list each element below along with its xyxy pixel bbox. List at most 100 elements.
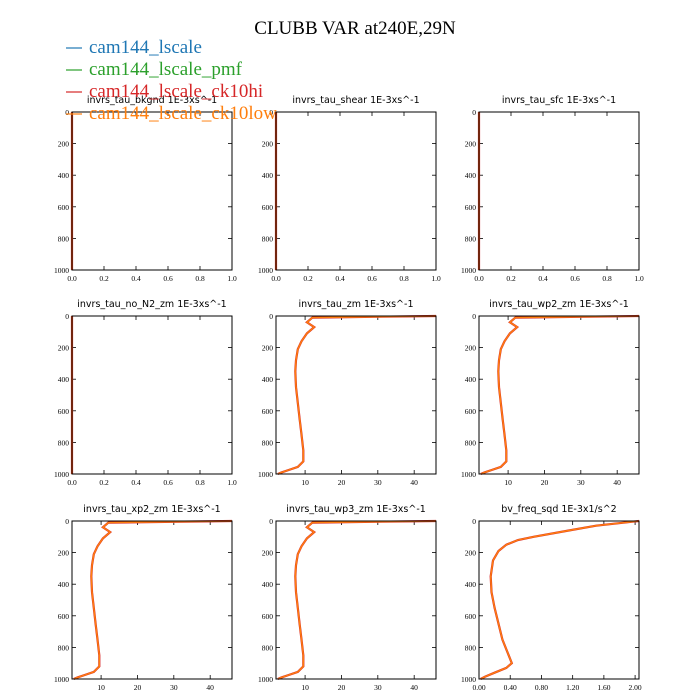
x-tick-label: 10 [301, 478, 309, 487]
x-tick-label: 1.0 [227, 274, 237, 283]
panel-7: invrs_tau_xp2_zm 1E-3xs^-110 20 30 40020040… [54, 504, 233, 692]
y-tick-label: 1000 [54, 470, 69, 479]
panel-frame [478, 520, 640, 680]
x-tick-label: 0.0 [474, 274, 484, 283]
panel-frame [275, 315, 437, 475]
panel-8: invrs_tau_wp3_zm 1E-3xs^-110 20 30 40020040… [258, 504, 437, 692]
x-tick-label: 0.0 [67, 274, 77, 283]
y-tick-label: 400 [465, 171, 477, 180]
y-tick-label: 200 [58, 549, 70, 558]
x-tick-label: 10 [97, 683, 105, 692]
y-tick-label: 800 [465, 643, 477, 652]
y-tick-label: 800 [262, 643, 274, 652]
y-tick-label: 0 [472, 517, 476, 526]
panel-frame [478, 315, 640, 475]
panel-title: invrs_tau_bkgnd 1E-3xs^-1 [87, 95, 217, 106]
y-tick-label: 600 [58, 203, 70, 212]
x-tick-label: 40 [613, 478, 621, 487]
series-line-underlay [480, 519, 640, 680]
panel-frame [71, 520, 233, 680]
y-tick-label: 400 [465, 375, 477, 384]
x-tick-label: 30 [170, 683, 178, 692]
y-tick-label: 1000 [461, 675, 476, 684]
panel-title: invrs_tau_wp3_zm 1E-3xs^-1 [286, 504, 426, 515]
y-tick-label: 400 [262, 375, 274, 384]
series-line-underlay [277, 314, 437, 476]
x-tick-label: 1.0 [634, 274, 644, 283]
y-tick-label: 400 [58, 375, 70, 384]
x-tick-label: 1.0 [227, 478, 237, 487]
panel-1: invrs_tau_bkgnd 1E-3xs^-1 0.0 0.2 0.4 0.6 0.8… [54, 95, 237, 283]
x-tick-label: 0.0 [67, 478, 77, 487]
y-tick-label: 1000 [54, 675, 69, 684]
y-tick-label: 800 [58, 643, 70, 652]
x-tick-label: 20 [338, 478, 346, 487]
y-tick-label: 800 [465, 438, 477, 447]
series-line [277, 315, 437, 475]
panel-frame [275, 111, 437, 271]
y-tick-label: 1000 [258, 675, 273, 684]
y-tick-label: 200 [262, 140, 274, 149]
y-tick-label: 800 [58, 438, 70, 447]
y-tick-label: 600 [465, 407, 477, 416]
panel-9: bv_freq_sqd 1E-3x1/s^2 0.00 0.40 0.80 1.20 1.… [461, 504, 642, 692]
panel-grid: invrs_tau_bkgnd 1E-3xs^-1 0.0 0.2 0.4 0.6 0.8… [54, 95, 644, 692]
series-line [480, 520, 640, 680]
x-tick-label: 0.8 [195, 478, 205, 487]
y-tick-label: 600 [465, 203, 477, 212]
x-tick-label: 10 [301, 683, 309, 692]
x-tick-label: 0.4 [335, 274, 345, 283]
x-tick-label: 1.0 [431, 274, 441, 283]
figure-title: CLUBB VAR at240E,29N [254, 18, 456, 39]
x-tick-label: 0.8 [399, 274, 409, 283]
x-tick-label: 0.2 [506, 274, 516, 283]
x-tick-label: 0.6 [570, 274, 580, 283]
panel-title: invrs_tau_xp2_zm 1E-3xs^-1 [83, 504, 220, 515]
panel-frame [71, 315, 233, 475]
x-tick-label: 40 [410, 683, 418, 692]
y-tick-label: 200 [465, 140, 477, 149]
x-tick-label: 0.6 [163, 274, 173, 283]
panel-frame [478, 111, 640, 271]
series-line-underlay [73, 519, 233, 681]
x-tick-label: 0.6 [163, 478, 173, 487]
panel-3: invrs_tau_sfc 1E-3xs^-1 0.0 0.2 0.4 0.6 0.8 1.… [461, 95, 644, 283]
x-tick-label: 1.20 [566, 683, 579, 692]
x-tick-label: 0.4 [538, 274, 548, 283]
series-line [277, 520, 437, 680]
panel-2: invrs_tau_shear 1E-3xs^-1 0.0 0.2 0.4 0.6 0.8… [258, 95, 441, 283]
x-tick-label: 30 [374, 478, 382, 487]
panel-frame [275, 520, 437, 680]
legend-entry: cam144_lscale [89, 37, 202, 58]
x-tick-label: 10 [504, 478, 512, 487]
y-tick-label: 800 [262, 438, 274, 447]
panel-title: invrs_tau_zm 1E-3xs^-1 [299, 299, 414, 310]
panel-6: invrs_tau_wp2_zm 1E-3xs^-110 20 30 40020040… [461, 299, 640, 487]
y-tick-label: 0 [472, 108, 476, 117]
x-tick-label: 0.00 [472, 683, 485, 692]
y-tick-label: 400 [262, 171, 274, 180]
y-tick-label: 0 [65, 517, 69, 526]
y-tick-label: 600 [465, 612, 477, 621]
y-tick-label: 0 [269, 108, 273, 117]
panel-5: invrs_tau_zm 1E-3xs^-110 20 30 400200400600… [258, 299, 437, 487]
panel-title: invrs_tau_shear 1E-3xs^-1 [292, 95, 419, 106]
x-tick-label: 30 [374, 683, 382, 692]
panel-frame [71, 111, 233, 271]
y-tick-label: 800 [465, 234, 477, 243]
y-tick-label: 800 [262, 234, 274, 243]
panel-title: invrs_tau_no_N2_zm 1E-3xs^-1 [77, 299, 226, 310]
x-tick-label: 1.60 [597, 683, 610, 692]
x-tick-label: 20 [134, 683, 142, 692]
y-tick-label: 1000 [461, 470, 476, 479]
x-tick-label: 0.40 [504, 683, 517, 692]
series-line-underlay [480, 314, 640, 476]
x-tick-label: 0.2 [303, 274, 313, 283]
x-tick-label: 40 [206, 683, 214, 692]
y-tick-label: 1000 [258, 266, 273, 275]
y-tick-label: 600 [262, 203, 274, 212]
y-tick-label: 1000 [258, 470, 273, 479]
x-tick-label: 20 [338, 683, 346, 692]
y-tick-label: 200 [58, 140, 70, 149]
y-tick-label: 1000 [461, 266, 476, 275]
